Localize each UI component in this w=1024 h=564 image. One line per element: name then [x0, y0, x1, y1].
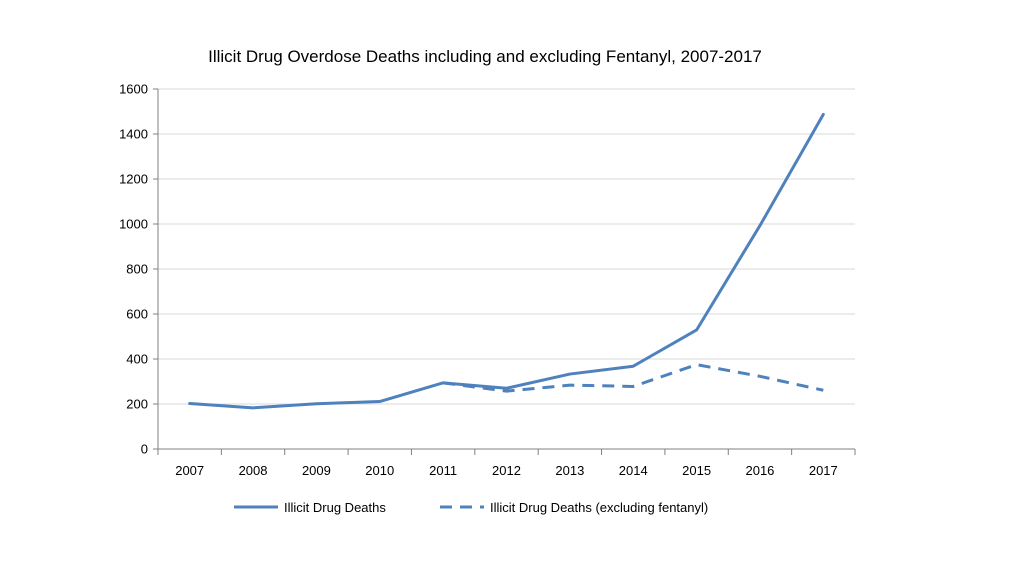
x-tick-label: 2014 [619, 463, 648, 478]
x-tick-label: 2016 [745, 463, 774, 478]
y-tick-label: 1600 [119, 82, 148, 97]
x-tick-label: 2011 [429, 463, 457, 478]
y-tick-labels: 0 200 400 600 800 1000 1200 1400 1600 [119, 82, 148, 457]
x-tick-label: 2013 [555, 463, 584, 478]
series-lines [188, 112, 825, 410]
x-tick-label: 2010 [365, 463, 394, 478]
series-line-2 [442, 363, 824, 393]
y-tick-label: 1200 [119, 172, 148, 187]
x-tick-labels: 2007 2008 2009 2010 2011 2012 2013 2014 2015 2016… [175, 463, 838, 478]
y-tick-label: 1000 [119, 217, 148, 232]
x-tick-label: 2009 [302, 463, 331, 478]
y-tick-label: 1400 [119, 127, 148, 142]
chart-title: Illicit Drug Overdose Deaths including a… [208, 47, 762, 66]
x-tick-label: 2015 [682, 463, 711, 478]
legend-label-2: Illicit Drug Deaths (excluding fentanyl) [490, 500, 708, 515]
y-tick-label: 0 [141, 442, 148, 457]
gridlines [158, 88, 855, 405]
legend-label-1: Illicit Drug Deaths [284, 500, 386, 515]
series-line-1 [188, 112, 825, 410]
y-tick-label: 400 [126, 352, 148, 367]
y-tick-label: 600 [126, 307, 148, 322]
y-tick-label: 200 [126, 397, 148, 412]
x-tick-label: 2012 [492, 463, 521, 478]
axes [153, 88, 856, 455]
x-tick-label: 2017 [809, 463, 838, 478]
legend: Illicit Drug Deaths Illicit Drug Deaths (… [234, 500, 708, 515]
y-tick-label: 800 [126, 262, 148, 277]
x-tick-label: 2007 [175, 463, 204, 478]
x-tick-label: 2008 [239, 463, 268, 478]
